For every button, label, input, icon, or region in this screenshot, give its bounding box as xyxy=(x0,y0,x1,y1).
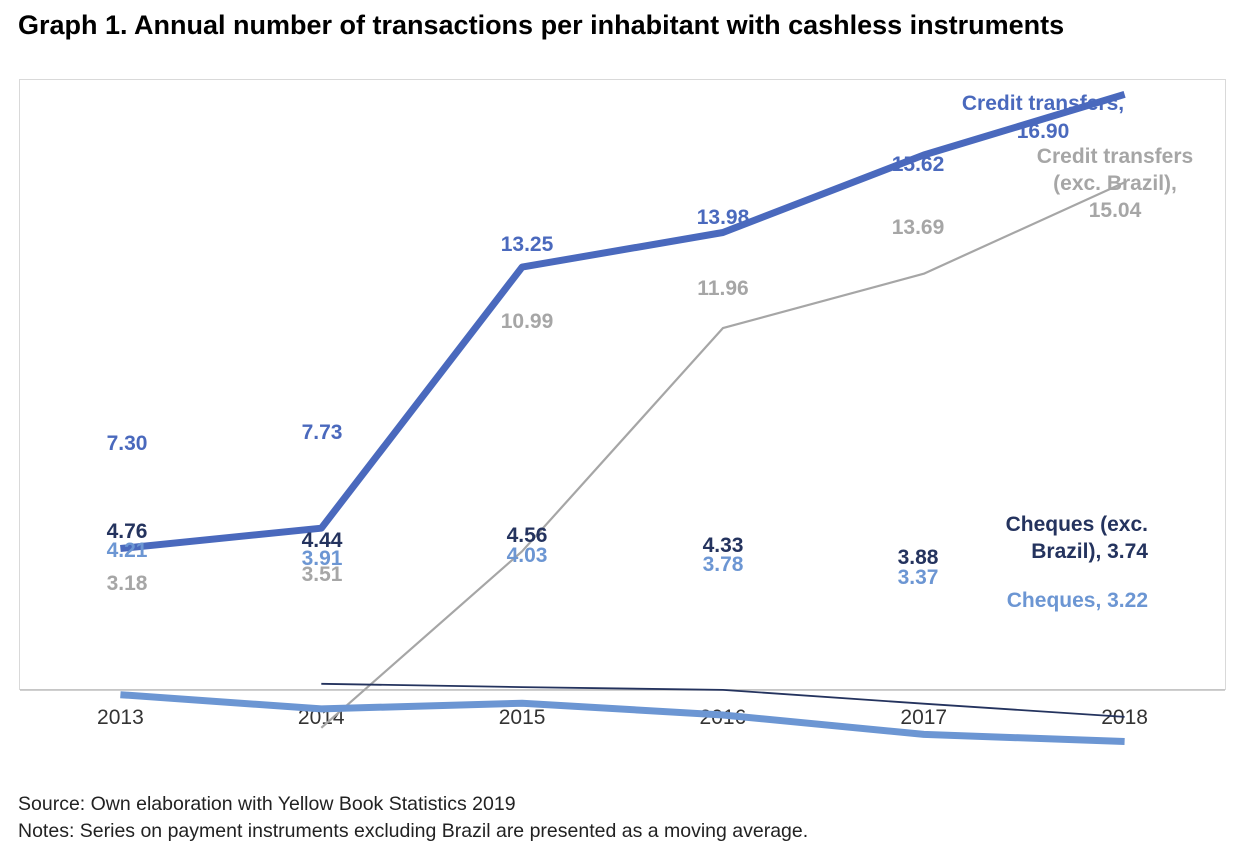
series-line-2 xyxy=(321,682,1125,718)
series-end-label: 16.90 xyxy=(1017,120,1070,143)
series-end-label: 15.04 xyxy=(1089,199,1142,222)
data-label: 4.03 xyxy=(507,544,548,567)
data-label: 3.78 xyxy=(703,553,744,576)
x-tick-label: 2017 xyxy=(900,706,947,729)
data-label: 7.30 xyxy=(107,432,148,455)
series-line-0 xyxy=(120,91,1126,552)
x-tick-label: 2013 xyxy=(97,706,144,729)
series-end-label: Cheques (exc. xyxy=(1006,513,1148,536)
data-label: 4.44 xyxy=(302,529,343,552)
series-end-label: Credit transfers xyxy=(1037,145,1193,168)
data-label: 13.25 xyxy=(501,233,554,256)
point-labels: 7.30 7.73 13.25 13.98 15.62 3.18 3.51 10.99 11.9… xyxy=(107,153,945,595)
data-label: 4.76 xyxy=(107,520,148,543)
data-label: 3.18 xyxy=(107,572,148,595)
chart-title: Graph 1. Annual number of transactions p… xyxy=(18,10,1065,40)
data-label: 3.88 xyxy=(898,546,939,569)
series-end-label: (exc. Brazil), xyxy=(1053,172,1177,195)
data-label: 4.56 xyxy=(507,524,548,547)
series-line-3 xyxy=(120,691,1125,745)
series-end-label: Cheques, 3.22 xyxy=(1007,589,1148,612)
data-label: 4.33 xyxy=(703,534,744,557)
data-label: 11.96 xyxy=(697,277,748,300)
data-label: 13.69 xyxy=(892,216,945,239)
x-tick-label: 2018 xyxy=(1101,706,1148,729)
data-label: 3.91 xyxy=(302,547,343,570)
source-note: Source: Own elaboration with Yellow Book… xyxy=(18,793,516,815)
data-label: 3.51 xyxy=(302,563,343,586)
series-end-label: Brazil), 3.74 xyxy=(1031,540,1148,563)
data-label: 3.37 xyxy=(898,566,939,589)
series-end-label: Credit transfers, xyxy=(962,92,1124,115)
series-line-1 xyxy=(320,181,1126,729)
data-label: 13.98 xyxy=(697,206,750,229)
x-axis: 2013 2014 2015 2016 2017 2018 xyxy=(20,689,1225,729)
notes-text: Notes: Series on payment instruments exc… xyxy=(18,820,809,842)
x-tick-label: 2015 xyxy=(499,706,546,729)
data-label: 4.21 xyxy=(107,539,148,562)
data-label: 10.99 xyxy=(501,310,554,333)
data-label: 7.73 xyxy=(302,421,343,444)
series-lines xyxy=(120,91,1126,745)
data-label: 15.62 xyxy=(892,153,945,176)
